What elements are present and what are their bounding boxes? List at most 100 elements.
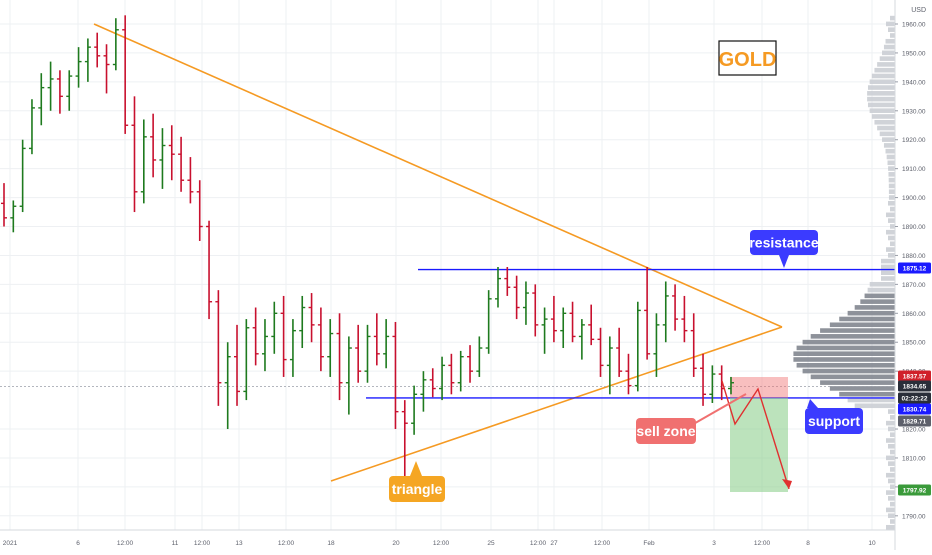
projection-arrowhead bbox=[782, 479, 792, 489]
volume-bar bbox=[888, 172, 895, 177]
volume-bar bbox=[883, 143, 895, 148]
ohlc-bar bbox=[420, 371, 427, 412]
triangle-pattern bbox=[93, 23, 783, 482]
volume-bar bbox=[886, 438, 895, 443]
volume-bar bbox=[890, 501, 895, 507]
volume-bar bbox=[879, 56, 895, 61]
sell-zone-callout-text: sell zone bbox=[636, 423, 695, 439]
price-label-badge bbox=[898, 484, 931, 496]
ohlc-bar bbox=[94, 32, 101, 68]
price-tick-label: 1790.00 bbox=[902, 513, 926, 520]
ohlc-bar bbox=[700, 353, 707, 406]
time-tick-label: 2021 bbox=[3, 540, 18, 547]
time-tick-label: 12:00 bbox=[278, 540, 295, 547]
volume-bar bbox=[888, 426, 895, 432]
volume-bar bbox=[867, 102, 895, 108]
price-label-text: 1797.92 bbox=[903, 488, 927, 495]
triangle-callout: triangle bbox=[389, 461, 445, 502]
volume-bar bbox=[886, 455, 895, 461]
volume-bar bbox=[796, 362, 895, 368]
volume-bar bbox=[864, 293, 895, 299]
volume-bar bbox=[886, 472, 895, 478]
volume-bar bbox=[882, 137, 895, 142]
ohlc-bar bbox=[494, 267, 501, 308]
ohlc-bar bbox=[560, 307, 567, 349]
ohlc-bar bbox=[513, 275, 520, 320]
price-tick-label: 1890.00 bbox=[902, 224, 926, 231]
volume-bar bbox=[874, 67, 895, 73]
resistance-callout-pointer bbox=[779, 255, 789, 268]
volume-bar bbox=[885, 148, 895, 154]
volume-bar bbox=[881, 258, 895, 264]
ohlc-bar bbox=[215, 290, 222, 406]
ohlc-bar bbox=[457, 350, 464, 392]
ohlc-bar bbox=[122, 15, 129, 134]
price-tick-label: 1870.00 bbox=[902, 282, 926, 289]
volume-bar bbox=[888, 235, 895, 241]
projection-path bbox=[721, 380, 790, 490]
price-tick-label: 1860.00 bbox=[902, 311, 926, 318]
volume-bar bbox=[877, 62, 895, 67]
volume-bar bbox=[886, 420, 895, 426]
volume-profile bbox=[793, 15, 895, 530]
price-tick-label: 1960.00 bbox=[902, 22, 926, 29]
ohlc-bar bbox=[578, 319, 585, 360]
title-text: GOLD bbox=[719, 49, 777, 71]
volume-bar bbox=[829, 386, 895, 391]
ohlc-bar bbox=[597, 327, 604, 377]
ohlc-bar bbox=[299, 295, 306, 349]
ohlc-bar bbox=[532, 284, 539, 337]
ohlc-bar bbox=[401, 400, 408, 479]
ohlc-bar bbox=[84, 38, 91, 82]
price-tick-label: 1820.00 bbox=[902, 427, 926, 434]
ohlc-bar bbox=[653, 313, 660, 377]
volume-bar bbox=[888, 218, 895, 223]
volume-bar bbox=[886, 21, 895, 27]
ohlc-bar bbox=[289, 319, 296, 377]
ohlc-bar bbox=[234, 324, 241, 406]
time-tick-label: 12:00 bbox=[433, 540, 450, 547]
ohlc-bar bbox=[19, 139, 26, 213]
ohlc-bar bbox=[429, 368, 436, 398]
volume-bar bbox=[867, 91, 895, 96]
projection-arrow bbox=[689, 380, 792, 490]
ohlc-bar bbox=[467, 345, 474, 383]
volume-bar bbox=[882, 50, 895, 56]
resistance-callout: resistance bbox=[749, 230, 819, 268]
price-label-text: 1829.71 bbox=[903, 419, 927, 426]
ohlc-bar bbox=[644, 267, 651, 360]
volume-bar bbox=[867, 96, 895, 102]
volume-bar bbox=[871, 114, 895, 119]
volume-bar bbox=[810, 374, 895, 380]
support-callout-box bbox=[805, 408, 863, 434]
price-label-text: 1834.65 bbox=[903, 384, 927, 391]
ohlc-bar bbox=[140, 119, 147, 204]
ohlc-bar bbox=[672, 284, 679, 331]
volume-bar bbox=[886, 247, 895, 252]
price-tick-label: 1910.00 bbox=[902, 166, 926, 173]
time-tick-label: 18 bbox=[327, 540, 335, 547]
price-tick-label: 1810.00 bbox=[902, 455, 926, 462]
ohlc-bar bbox=[345, 336, 352, 415]
volume-bar bbox=[888, 496, 895, 501]
triangle-lower-line bbox=[330, 326, 783, 482]
volume-bar bbox=[890, 241, 895, 247]
price-bars bbox=[1, 15, 734, 479]
time-tick-label: 12:00 bbox=[594, 540, 611, 547]
ohlc-bar bbox=[150, 113, 157, 178]
ohlc-bar bbox=[336, 313, 343, 401]
ohlc-bar bbox=[178, 136, 185, 192]
time-tick-label: 10 bbox=[868, 540, 876, 547]
volume-bar bbox=[890, 15, 895, 21]
volume-bar bbox=[888, 195, 895, 200]
ohlc-bar bbox=[728, 376, 734, 395]
ohlc-bar bbox=[243, 319, 250, 401]
ohlc-bar bbox=[252, 307, 259, 366]
volume-bar bbox=[793, 357, 895, 362]
ohlc-bar bbox=[625, 353, 632, 395]
time-tick-label: 8 bbox=[806, 540, 810, 547]
price-tick-label: 1930.00 bbox=[902, 108, 926, 115]
volume-bar bbox=[888, 513, 895, 519]
support-callout-text: support bbox=[808, 413, 860, 429]
